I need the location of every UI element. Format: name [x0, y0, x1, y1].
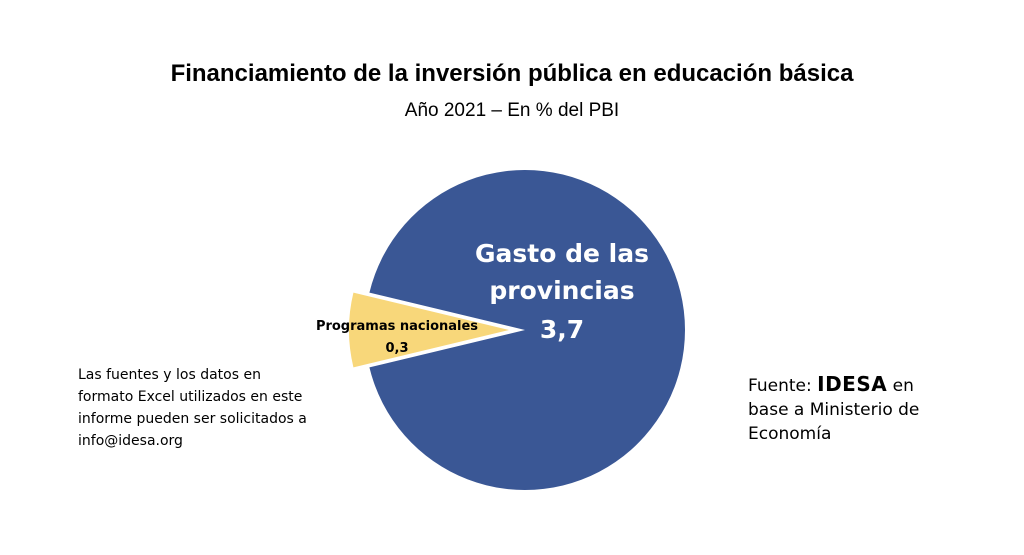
- pie-slice-programas-nacionales: [349, 292, 509, 368]
- idesa-brand: IDESA: [817, 372, 888, 396]
- slice-value-programas: 0,3: [385, 341, 408, 356]
- chart-title: Financiamiento de la inversión pública e…: [170, 60, 854, 87]
- slice-label-provincias-line2: provincias: [489, 276, 634, 305]
- slice-value-provincias: 3,7: [540, 315, 584, 344]
- data-source-note: Las fuentes y los datos en formato Excel…: [78, 367, 307, 449]
- source-prefix: Fuente:: [748, 376, 818, 396]
- slice-label-provincias-line1: Gasto de las: [475, 239, 649, 268]
- pie-slice-provincias: [369, 170, 685, 491]
- source-credit: Fuente: IDESA en base a Ministerio de Ec…: [748, 372, 958, 446]
- slice-label-programas: Programas nacionales: [316, 319, 478, 334]
- chart-subtitle: Año 2021 – En % del PBI: [404, 100, 620, 121]
- source-suffix: en base a Ministerio de Economía: [748, 376, 920, 444]
